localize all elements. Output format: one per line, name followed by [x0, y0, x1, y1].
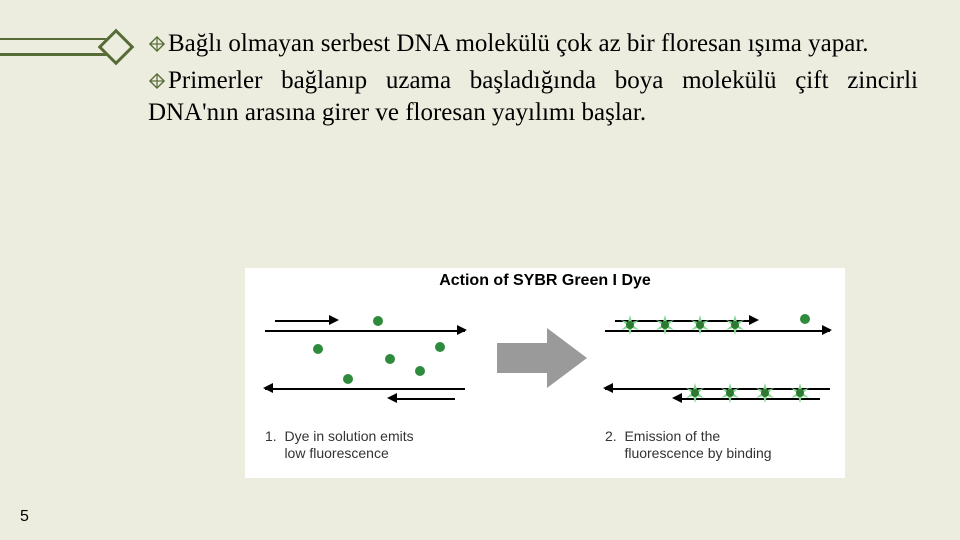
dye-star-icon	[685, 383, 705, 403]
primer	[275, 320, 335, 322]
arrow-left-icon	[672, 393, 682, 403]
primer	[395, 398, 455, 400]
dye-dot-icon	[313, 344, 323, 354]
figure-title: Action of SYBR Green I Dye	[245, 272, 845, 290]
dye-star-icon	[755, 383, 775, 403]
dye-star-icon	[790, 383, 810, 403]
diamond-bullet-icon	[148, 35, 166, 53]
accent-diamond	[98, 29, 135, 66]
accent-ornament	[0, 38, 117, 56]
bullet-item: Bağlı olmayan serbest DNA molekülü çok a…	[148, 28, 918, 59]
dye-dot-icon	[373, 316, 383, 326]
accent-line	[0, 53, 117, 56]
bullet-text: Bağlı olmayan serbest DNA molekülü çok a…	[168, 30, 869, 57]
dye-dot-icon	[385, 354, 395, 364]
dye-star-icon	[620, 315, 640, 335]
figure-panel-left	[265, 314, 465, 404]
diamond-bullet-icon	[148, 72, 166, 90]
accent-line	[0, 38, 117, 40]
arrow-right-icon	[822, 325, 832, 335]
arrow-right-icon	[457, 325, 467, 335]
diagram-figure: Action of SYBR Green I Dye	[245, 268, 845, 478]
arrow-right-icon	[749, 315, 759, 325]
dna-strand	[265, 330, 465, 332]
bullet-item: Primerler bağlanıp uzama başladığında bo…	[148, 65, 918, 128]
dye-star-icon	[720, 383, 740, 403]
slide: Bağlı olmayan serbest DNA molekülü çok a…	[0, 0, 960, 540]
dye-dot-icon	[800, 314, 810, 324]
dye-star-icon	[655, 315, 675, 335]
arrow-left-icon	[387, 393, 397, 403]
arrow-left-icon	[603, 383, 613, 393]
dye-star-icon	[725, 315, 745, 335]
content-area: Bağlı olmayan serbest DNA molekülü çok a…	[148, 28, 918, 134]
dna-strand	[265, 388, 465, 390]
arrow-right-icon	[329, 315, 339, 325]
dye-star-icon	[690, 315, 710, 335]
figure-caption-right: 2. Emission of the fluorescence by bindi…	[605, 428, 772, 462]
dye-dot-icon	[415, 366, 425, 376]
figure-panel-right	[605, 314, 830, 404]
dye-dot-icon	[343, 374, 353, 384]
arrow-left-icon	[263, 383, 273, 393]
page-number: 5	[20, 508, 29, 526]
figure-caption-left: 1. Dye in solution emits low fluorescenc…	[265, 428, 414, 462]
big-arrow-icon	[497, 328, 587, 388]
dye-dot-icon	[435, 342, 445, 352]
bullet-text: Primerler bağlanıp uzama başladığında bo…	[148, 67, 918, 125]
